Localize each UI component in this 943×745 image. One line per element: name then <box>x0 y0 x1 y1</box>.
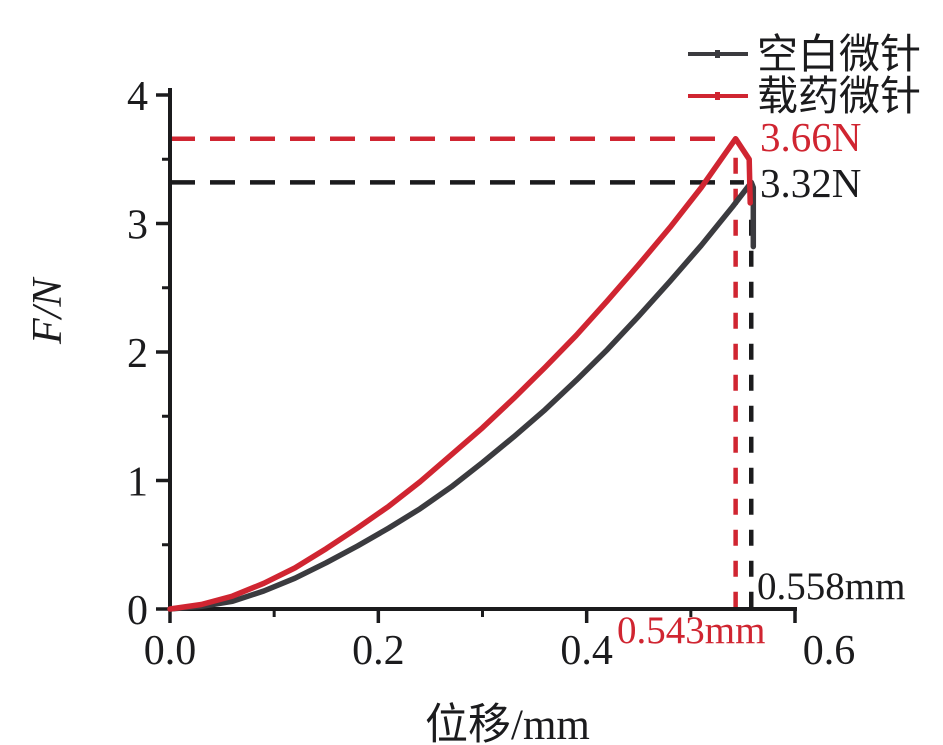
x-tick-label: 0.6 <box>803 628 856 674</box>
x-tick-label: 0.0 <box>144 628 197 674</box>
legend-line-marker <box>715 50 720 58</box>
x-tick-label: 0.4 <box>560 628 613 674</box>
annotation-peak-force-loaded: 3.66N <box>760 114 862 160</box>
curve-载药微针 <box>167 135 753 612</box>
y-tick-label: 2 <box>127 331 148 377</box>
legend-label-blank: 空白微针 <box>757 30 921 77</box>
curve-空白微针 <box>167 179 757 612</box>
legend-item-loaded-microneedle: 载药微针 <box>688 75 921 117</box>
y-tick-label: 3 <box>127 203 148 249</box>
legend-line-sample-loaded <box>688 92 748 100</box>
annotation-peak-displacement-blank: 0.558mm <box>757 565 906 608</box>
legend-line-sample-blank <box>688 50 748 58</box>
y-axis-title: F/N <box>25 278 71 344</box>
y-tick-label: 0 <box>127 588 148 634</box>
annotation-peak-force-blank: 3.32N <box>760 160 862 206</box>
y-tick-label: 1 <box>127 460 148 506</box>
legend-item-blank-microneedle: 空白微针 <box>688 33 921 75</box>
legend-line-marker <box>715 92 720 100</box>
x-axis-title: 位移/mm <box>425 702 590 745</box>
x-tick-label: 0.2 <box>352 628 405 674</box>
legend-label-loaded: 载药微针 <box>757 72 921 119</box>
legend: 空白微针 载药微针 <box>688 33 921 117</box>
y-tick-label: 4 <box>127 74 148 120</box>
annotation-peak-displacement-loaded: 0.543mm <box>617 609 766 652</box>
